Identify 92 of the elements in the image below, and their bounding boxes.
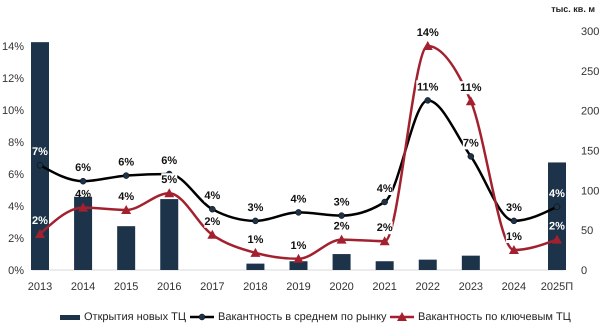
point xyxy=(466,96,476,106)
bar xyxy=(548,162,566,270)
x-tick-label: 2018 xyxy=(243,281,268,293)
legend-label: Вакантность по ключевым ТЦ xyxy=(418,311,571,323)
data-label: 11% xyxy=(417,81,439,94)
y-tick-label: 4% xyxy=(8,201,24,213)
point xyxy=(207,230,218,239)
bar xyxy=(418,260,437,270)
data-label: 14% xyxy=(416,27,439,39)
data-label: 11% xyxy=(460,82,482,94)
data-label: 7% xyxy=(462,137,479,150)
point xyxy=(508,245,519,254)
point xyxy=(35,229,45,238)
point xyxy=(80,178,86,184)
y2-tick-label: 150 xyxy=(581,146,600,158)
point xyxy=(295,209,302,216)
point xyxy=(121,205,132,214)
x-tick-label: 2017 xyxy=(200,281,225,293)
data-label: 6% xyxy=(118,156,134,169)
x-tick-label: 2021 xyxy=(372,281,397,293)
point xyxy=(164,188,174,198)
point xyxy=(338,212,345,219)
data-label: 2% xyxy=(334,220,350,233)
y2-tick-label: 250 xyxy=(581,66,600,78)
data-label: 2% xyxy=(549,220,566,233)
legend-label: Открытия новых ТЦ xyxy=(84,311,186,323)
bar xyxy=(376,261,394,270)
y2-tick-label: 0 xyxy=(581,265,588,277)
x-tick-label: 2014 xyxy=(70,281,96,293)
x-tick-label: 2019 xyxy=(286,281,311,293)
data-label: 6% xyxy=(161,155,178,167)
y2-axis-title: тыс. кв. м xyxy=(551,4,596,14)
x-tick-label: 2015 xyxy=(114,281,138,293)
data-label: 4% xyxy=(204,190,220,202)
point xyxy=(381,198,388,206)
y-tick-label: 0% xyxy=(8,265,24,277)
data-label: 3% xyxy=(506,202,522,214)
x-tick-label: 2024 xyxy=(502,281,526,293)
y-tick-label: 6% xyxy=(8,169,24,181)
data-label: 4% xyxy=(549,188,566,200)
data-label: 1% xyxy=(506,231,522,243)
point xyxy=(554,204,560,210)
bar xyxy=(246,264,264,270)
x-tick-label: 2023 xyxy=(458,281,484,293)
x-tick-label: 2013 xyxy=(28,281,52,293)
point xyxy=(294,254,304,263)
data-label: 1% xyxy=(247,234,264,246)
y2-tick-label: 50 xyxy=(581,225,594,238)
point xyxy=(468,153,474,160)
data-label: 7% xyxy=(32,146,48,158)
bar xyxy=(160,199,178,270)
point xyxy=(36,162,44,168)
bar xyxy=(117,226,136,270)
point xyxy=(78,202,88,212)
y-tick-label: 8% xyxy=(8,137,24,149)
legend-label: Вакантность в среднем по рынку xyxy=(218,311,388,323)
point xyxy=(380,236,390,246)
data-label: 4% xyxy=(376,183,393,195)
data-label: 3% xyxy=(334,196,350,209)
point xyxy=(122,172,130,179)
x-tick-label: 2020 xyxy=(329,281,354,293)
point xyxy=(336,234,347,244)
y-tick-label: 12% xyxy=(2,73,24,85)
x-tick-label: 2025П xyxy=(540,281,574,293)
point xyxy=(422,41,433,50)
y2-tick-label: 300 xyxy=(581,26,600,38)
point xyxy=(209,206,216,212)
y-tick-label: 14% xyxy=(2,41,24,53)
point xyxy=(252,218,259,224)
data-label: 4% xyxy=(290,193,307,206)
x-tick-label: 2022 xyxy=(416,281,440,293)
y-tick-label: 2% xyxy=(8,233,24,245)
bar xyxy=(332,254,351,270)
point xyxy=(510,218,518,224)
bar xyxy=(31,42,49,270)
y2-tick-label: 200 xyxy=(581,106,600,118)
data-label: 5% xyxy=(161,174,178,186)
data-label: 2% xyxy=(204,216,220,228)
data-label: 2% xyxy=(32,215,48,227)
y2-tick-label: 100 xyxy=(581,185,600,198)
data-label: 2% xyxy=(376,222,393,234)
point xyxy=(250,248,260,257)
bar xyxy=(462,256,480,270)
data-label: 4% xyxy=(118,191,134,203)
bar xyxy=(74,196,92,270)
data-label: 3% xyxy=(247,202,264,214)
y-tick-label: 10% xyxy=(2,105,24,117)
data-label: 1% xyxy=(290,240,307,252)
x-tick-label: 2016 xyxy=(157,281,182,293)
point xyxy=(552,234,562,244)
point xyxy=(424,97,431,104)
data-label: 6% xyxy=(75,162,92,174)
